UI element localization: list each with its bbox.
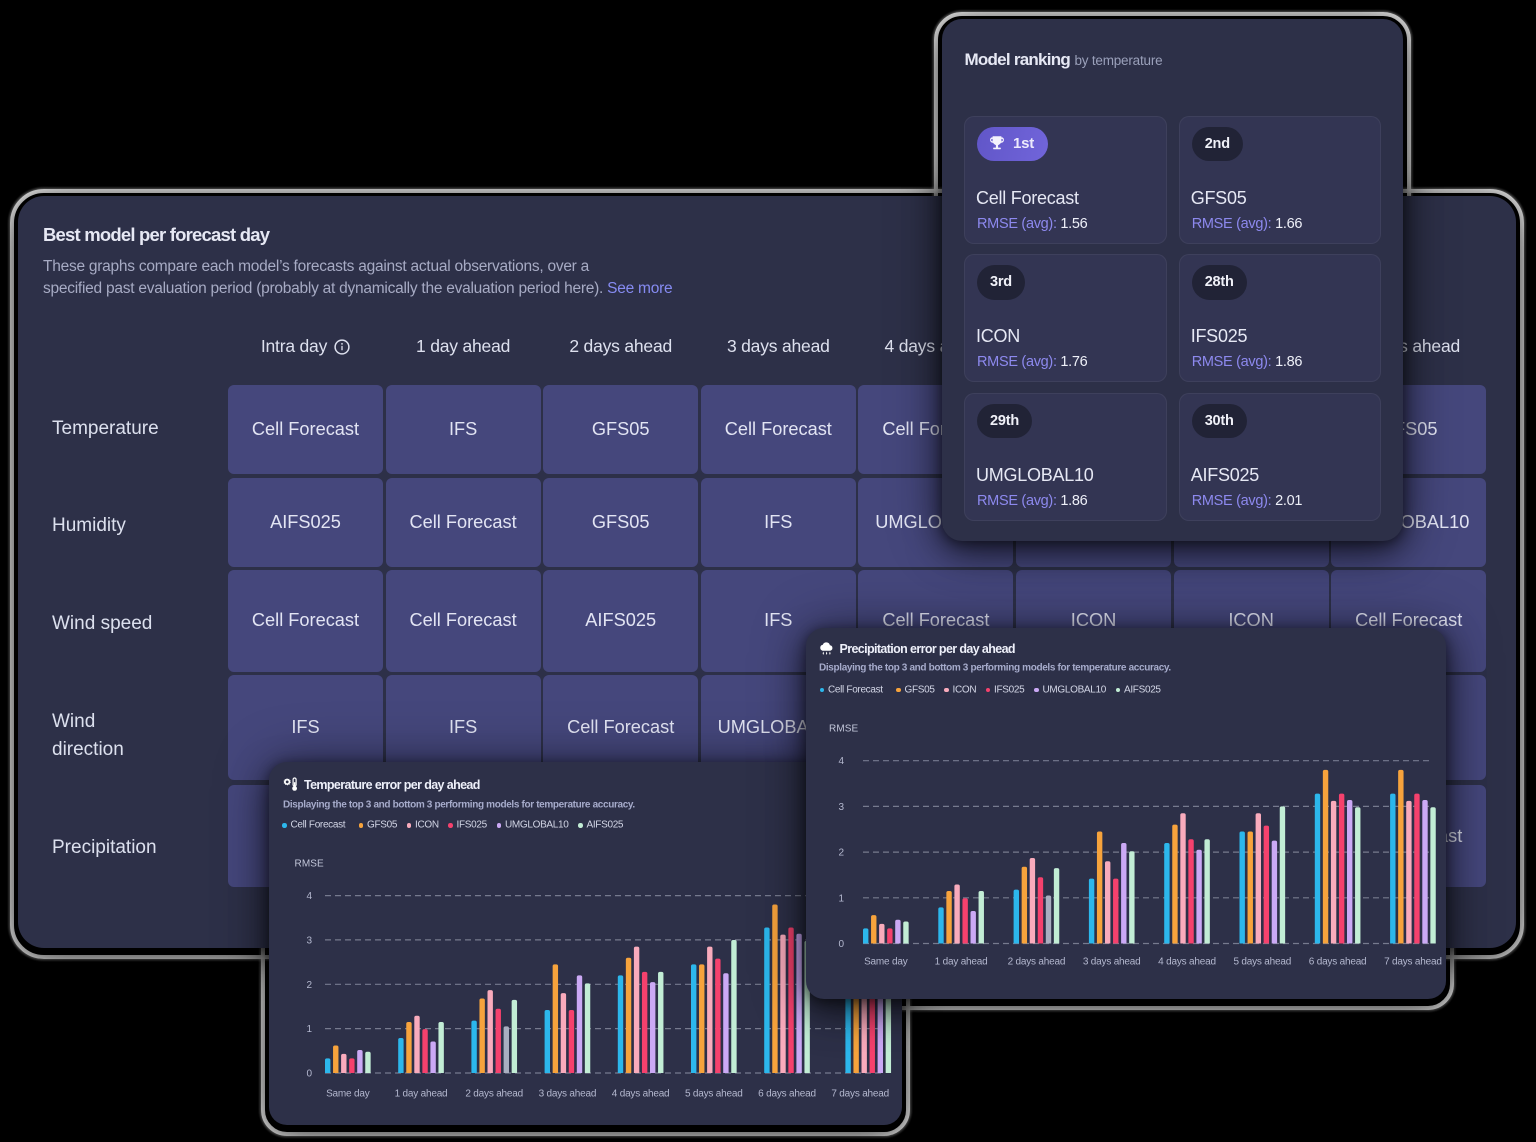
svg-text:3: 3 — [306, 935, 312, 946]
svg-text:6 days ahead: 6 days ahead — [758, 1089, 816, 1100]
svg-text:4: 4 — [838, 756, 844, 767]
svg-text:0: 0 — [306, 1069, 312, 1080]
svg-text:3: 3 — [838, 802, 844, 813]
svg-text:3 days ahead: 3 days ahead — [538, 1089, 596, 1100]
svg-text:1: 1 — [306, 1024, 312, 1035]
svg-text:2: 2 — [838, 848, 844, 859]
svg-text:4: 4 — [306, 891, 312, 902]
svg-text:1: 1 — [838, 893, 844, 904]
svg-text:6 days ahead: 6 days ahead — [1309, 957, 1367, 968]
svg-text:3 days ahead: 3 days ahead — [1083, 957, 1141, 968]
svg-text:5 days ahead: 5 days ahead — [684, 1089, 742, 1100]
svg-text:1 day ahead: 1 day ahead — [935, 957, 988, 968]
svg-text:Same day: Same day — [326, 1089, 370, 1100]
svg-text:4 days ahead: 4 days ahead — [611, 1089, 669, 1100]
svg-text:7 days ahead: 7 days ahead — [1384, 957, 1442, 968]
svg-text:4 days ahead: 4 days ahead — [1158, 957, 1216, 968]
svg-text:2 days ahead: 2 days ahead — [465, 1089, 523, 1100]
svg-text:0: 0 — [838, 939, 844, 950]
svg-text:2 days ahead: 2 days ahead — [1008, 957, 1066, 968]
svg-text:7 days ahead: 7 days ahead — [831, 1089, 889, 1100]
svg-text:2: 2 — [306, 980, 312, 991]
svg-text:1 day ahead: 1 day ahead — [394, 1089, 447, 1100]
svg-text:5 days ahead: 5 days ahead — [1233, 957, 1291, 968]
svg-text:Same day: Same day — [864, 957, 908, 968]
